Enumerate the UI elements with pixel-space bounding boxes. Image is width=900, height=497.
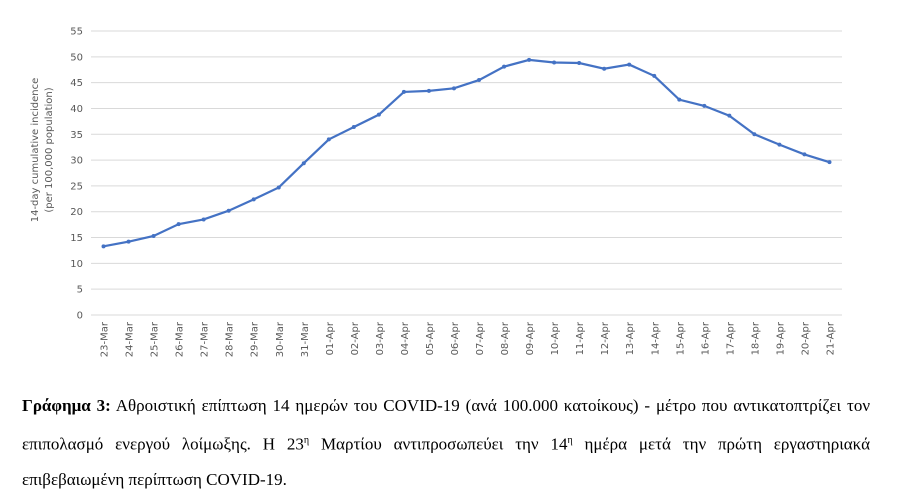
marker — [477, 78, 482, 83]
x-tick-label: 29-Mar — [250, 321, 261, 357]
x-tick-label: 25-Mar — [150, 321, 161, 357]
y-tick-label: 50 — [70, 52, 83, 63]
superscript: η — [567, 435, 573, 446]
x-tick-label: 19-Apr — [775, 321, 786, 355]
y-tick-label: 30 — [70, 156, 83, 167]
x-tick-label: 21-Apr — [825, 321, 836, 355]
y-tick-label: 25 — [70, 181, 83, 192]
y-tick-label: 20 — [70, 207, 83, 218]
y-tick-label: 55 — [70, 27, 83, 38]
x-tick-label: 13-Apr — [625, 321, 636, 355]
x-tick-label: 01-Apr — [325, 321, 336, 355]
x-tick-label: 30-Mar — [275, 321, 286, 357]
x-tick-label: 26-Mar — [175, 321, 186, 357]
y-tick-label: 15 — [70, 233, 83, 244]
y-tick-label: 45 — [70, 78, 83, 89]
x-tick-label: 09-Apr — [525, 321, 536, 355]
line — [103, 58, 830, 248]
x-tick-label: 28-Mar — [225, 321, 236, 357]
marker — [552, 60, 557, 65]
marker — [827, 160, 832, 165]
x-tick-label: 31-Mar — [300, 321, 311, 357]
marker — [677, 97, 682, 102]
marker — [351, 125, 356, 130]
marker — [777, 142, 782, 147]
marker — [602, 66, 607, 71]
x-tick-label: 02-Apr — [350, 321, 361, 355]
caption-text: ημέρα μετά την πρώτη εργαστηριακά επιβεβ… — [22, 434, 871, 489]
marker — [502, 64, 507, 69]
y-tick-label: 35 — [70, 130, 83, 141]
y-tick-label: 40 — [70, 104, 83, 115]
marker — [151, 233, 156, 238]
marker — [802, 152, 807, 157]
marker — [101, 244, 106, 249]
x-tick-label: 05-Apr — [425, 321, 436, 355]
y-axis-label: (per 100,000 population) — [44, 87, 55, 212]
y-tick-label: 10 — [70, 259, 83, 270]
x-tick-label: 20-Apr — [800, 321, 811, 355]
marker — [577, 61, 582, 66]
marker — [426, 88, 431, 93]
caption-text: Μαρτίου αντιπροσωπεύει την 14 — [309, 434, 568, 454]
caption: Γράφημα 3: Αθροιστική επίπτωση 14 ημερών… — [22, 388, 870, 497]
x-tick-label: 14-Apr — [650, 321, 661, 355]
caption-text: Αθροιστική επίπτωση 14 ημερών του COVID-… — [22, 396, 871, 454]
marker — [376, 112, 381, 117]
marker — [727, 113, 732, 118]
x-tick-label: 27-Mar — [200, 321, 211, 357]
x-tick-label: 18-Apr — [750, 321, 761, 355]
x-tick-label: 10-Apr — [550, 321, 561, 355]
marker — [301, 161, 306, 166]
x-tick-label: 17-Apr — [725, 321, 736, 355]
marker — [752, 132, 757, 137]
marker — [652, 73, 657, 78]
x-tick-label: 07-Apr — [475, 321, 486, 355]
marker — [326, 137, 331, 142]
marker — [702, 103, 707, 108]
x-tick-label: 12-Apr — [600, 321, 611, 355]
y-tick-label: 0 — [77, 311, 83, 322]
marker — [226, 208, 231, 213]
marker — [251, 197, 256, 202]
x-tick-label: 03-Apr — [375, 321, 386, 355]
caption-label: Γράφημα 3: — [22, 396, 111, 415]
marker — [276, 185, 281, 190]
marker — [126, 239, 131, 244]
superscript: η — [303, 435, 310, 446]
x-tick-label: 06-Apr — [450, 321, 461, 355]
y-tick-label: 5 — [77, 285, 83, 296]
x-tick-label: 08-Apr — [500, 321, 511, 355]
marker — [527, 57, 532, 62]
marker — [627, 62, 632, 67]
x-tick-label: 16-Apr — [700, 321, 711, 355]
x-tick-label: 04-Apr — [400, 321, 411, 355]
x-tick-label: 11-Apr — [575, 321, 586, 355]
y-axis-label: 14-day cumulative incidence — [30, 78, 41, 223]
x-tick-label: 24-Mar — [125, 321, 136, 357]
marker — [451, 86, 456, 91]
x-tick-label: 15-Apr — [675, 321, 686, 355]
marker — [176, 222, 181, 227]
x-tick-label: 23-Mar — [100, 321, 111, 357]
chart: 14-day cumulative incidence (per 100,000… — [30, 27, 842, 357]
marker — [201, 217, 206, 222]
marker — [401, 89, 406, 94]
